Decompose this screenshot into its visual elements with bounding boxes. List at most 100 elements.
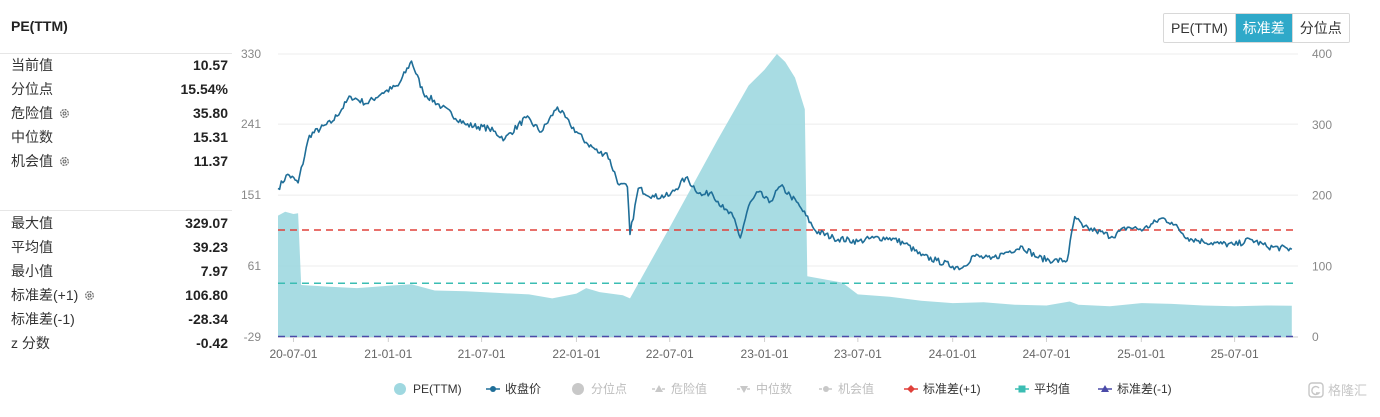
watermark: 格隆汇: [1308, 382, 1367, 398]
legend-marker-dot: [823, 386, 829, 392]
legend-label: 标准差(-1): [1117, 382, 1172, 396]
close-price-line: [277, 60, 1293, 271]
legend-label: 平均值: [1034, 381, 1070, 396]
stat-row: 危险值 35.80: [11, 102, 228, 124]
stat-value: 15.31: [192, 129, 228, 145]
stat-row: 最大值 329.07: [11, 212, 228, 234]
legend-label: PE(TTM): [413, 382, 462, 396]
stat-value: 106.80: [185, 287, 228, 303]
x-tick-label: 23-01-01: [741, 347, 789, 361]
legend-item[interactable]: 平均值: [1015, 381, 1070, 396]
stat-value: -28.34: [188, 311, 228, 327]
stat-value: 35.80: [192, 105, 228, 121]
stat-value: 329.07: [185, 215, 228, 231]
stat-value: 7.97: [200, 263, 228, 279]
stat-label: 当前值: [11, 54, 53, 76]
stat-label-text: 危险值: [11, 105, 53, 121]
stat-label-text: 标准差(+1): [11, 287, 79, 303]
x-tick-label: 23-07-01: [834, 347, 882, 361]
y-right-tick-label: 400: [1312, 47, 1332, 61]
divider: [0, 210, 232, 211]
stat-label: 标准差(+1): [11, 284, 95, 306]
stat-label-text: 当前值: [11, 57, 53, 73]
legend-marker-triangle: [1101, 385, 1109, 392]
stat-label: 最大值: [11, 212, 53, 234]
x-tick-label: 21-07-01: [458, 347, 506, 361]
legend-label: 标准差(+1): [923, 382, 981, 396]
stat-label: 标准差(-1): [11, 308, 75, 330]
toggle-pe-button[interactable]: PE(TTM): [1164, 14, 1235, 42]
stat-label-text: 机会值: [11, 153, 53, 169]
x-tick-label: 21-01-01: [364, 347, 412, 361]
stat-row: 当前值 10.57: [11, 54, 228, 76]
stat-row: 标准差(-1) -28.34: [11, 308, 228, 330]
legend-item[interactable]: 机会值: [819, 381, 874, 396]
stat-row: 最小值 7.97: [11, 260, 228, 282]
x-tick-label: 24-01-01: [929, 347, 977, 361]
legend-item[interactable]: 标准差(+1): [904, 382, 981, 396]
y-left-tick-label: 330: [241, 47, 261, 61]
legend-item[interactable]: 中位数: [737, 381, 792, 396]
stat-label: 机会值: [11, 150, 70, 172]
stat-label-text: 分位点: [11, 81, 53, 97]
stat-value: 11.37: [193, 153, 228, 169]
x-tick-label: 25-01-01: [1117, 347, 1165, 361]
y-left-tick-label: 241: [241, 117, 261, 131]
stat-label: 最小值: [11, 260, 53, 282]
stat-label-text: 中位数: [11, 129, 53, 145]
legend-label: 机会值: [838, 381, 874, 396]
legend-item[interactable]: 危险值: [652, 381, 707, 396]
stat-label: 中位数: [11, 126, 53, 148]
stat-row: 中位数 15.31: [11, 126, 228, 148]
stat-row: 分位点 15.54%: [11, 78, 228, 100]
y-right-tick-label: 100: [1312, 259, 1332, 273]
legend-marker-dot: [490, 386, 496, 392]
stat-label: 危险值: [11, 102, 70, 124]
toggle-percentile-button[interactable]: 分位点: [1291, 14, 1349, 42]
panel-title: PE(TTM): [11, 18, 68, 34]
stat-label-text: 最小值: [11, 263, 53, 279]
pe-ttm-area: [278, 54, 1292, 337]
watermark-logo-mark: [1311, 385, 1321, 396]
stat-row: 标准差(+1) 106.80: [11, 284, 228, 306]
legend-item[interactable]: PE(TTM): [394, 382, 462, 396]
toggle-std-button[interactable]: 标准差: [1234, 14, 1292, 42]
divider: [0, 53, 232, 54]
stat-value: 15.54%: [180, 81, 228, 97]
legend-item[interactable]: 收盘价: [486, 381, 541, 396]
x-tick-label: 24-07-01: [1022, 347, 1070, 361]
legend-label: 分位点: [591, 381, 627, 396]
watermark-text: 格隆汇: [1328, 383, 1367, 398]
legend-marker-diamond: [907, 385, 915, 393]
stat-label-text: 最大值: [11, 215, 53, 231]
gear-icon[interactable]: [59, 108, 70, 119]
stat-row: 平均值 39.23: [11, 236, 228, 258]
legend-item[interactable]: 分位点: [572, 381, 627, 396]
stat-label-text: z 分数: [11, 335, 50, 351]
x-tick-label: 22-07-01: [646, 347, 694, 361]
stat-value: 39.23: [192, 239, 228, 255]
legend-marker-triangle: [740, 386, 748, 393]
stat-row: z 分数 -0.42: [11, 332, 228, 354]
legend-label: 收盘价: [505, 381, 541, 396]
y-right-tick-label: 200: [1312, 189, 1332, 203]
legend-marker-square: [1018, 385, 1026, 393]
y-right-tick-label: 0: [1312, 330, 1319, 344]
x-tick-label: 25-07-01: [1211, 347, 1259, 361]
gear-icon[interactable]: [84, 290, 95, 301]
legend-marker-triangle: [655, 385, 663, 392]
gear-icon[interactable]: [59, 156, 70, 167]
x-tick-label: 22-01-01: [552, 347, 600, 361]
legend-item[interactable]: 标准差(-1): [1098, 382, 1172, 396]
watermark-logo: [1308, 382, 1324, 398]
y-left-tick-label: 61: [248, 259, 262, 273]
x-tick-label: 20-07-01: [269, 347, 317, 361]
stat-label: z 分数: [11, 332, 50, 354]
legend-marker-circle: [572, 383, 584, 395]
y-left-tick-label: -29: [244, 330, 262, 344]
stat-label-text: 平均值: [11, 239, 53, 255]
stat-value: -0.42: [196, 335, 228, 351]
legend-marker-circle: [394, 383, 406, 395]
stats-panel: PE(TTM) 当前值 10.57 分位点 15.54% 危险值 35.80 中位数 15.3…: [0, 0, 240, 417]
legend-label: 危险值: [671, 381, 707, 396]
